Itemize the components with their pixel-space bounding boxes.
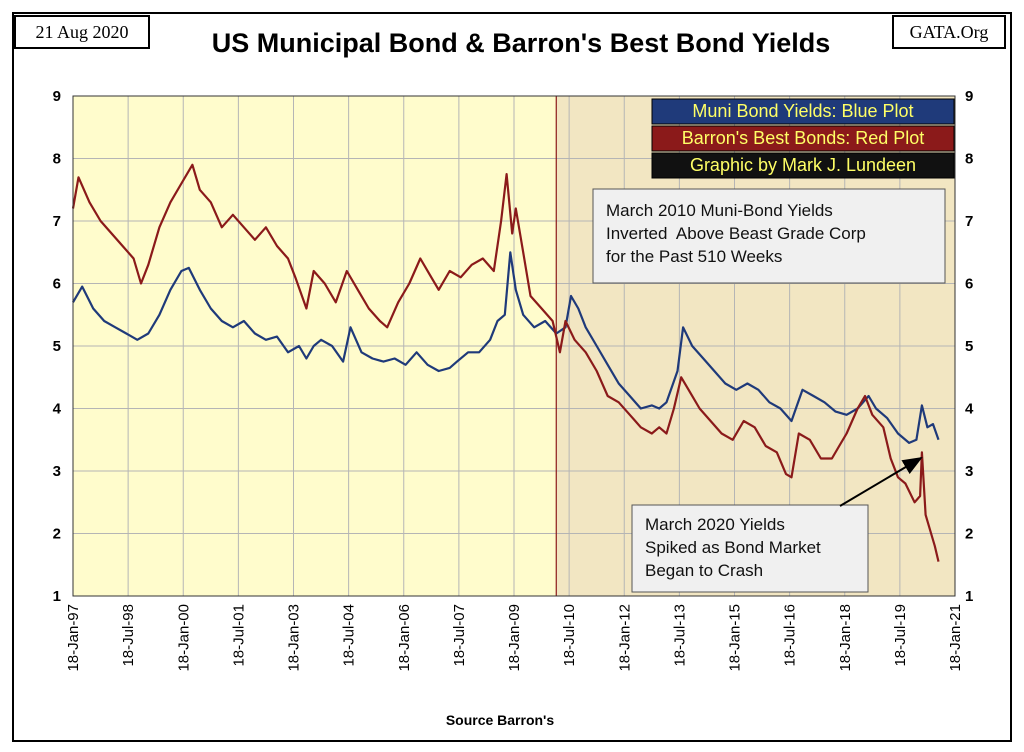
y-tick-label-left: 6 <box>53 276 61 293</box>
crash-note-line-1: March 2020 Yields <box>645 515 785 534</box>
legend-label-1: Muni Bond Yields: Blue Plot <box>692 101 913 121</box>
x-tick-label: 18-Jan-06 <box>396 604 413 672</box>
plot-border <box>72 95 956 597</box>
x-tick-label: 18-Jan-12 <box>616 604 633 672</box>
y-tick-label-left: 3 <box>53 463 61 480</box>
inversion-note-box <box>592 188 946 284</box>
x-axis-label: Source Barron's <box>445 712 555 728</box>
crash-note-line-3: Began to Crash <box>645 561 763 580</box>
y-tick-label-left: 9 <box>53 88 61 105</box>
y-tick-label-right: 1 <box>965 588 973 605</box>
x-tick-label: 18-Jul-07 <box>451 604 468 667</box>
y-tick-label-left: 7 <box>53 213 61 230</box>
x-tick-label: 18-Jan-18 <box>837 604 854 672</box>
legend-label-2: Barron's Best Bonds: Red Plot <box>682 128 925 148</box>
x-tick-label: 18-Jan-09 <box>506 604 523 672</box>
y-tick-label-left: 2 <box>53 526 61 543</box>
legend-label-3: Graphic by Mark J. Lundeen <box>690 155 916 175</box>
y-tick-label-right: 3 <box>965 463 973 480</box>
y-tick-label-right: 7 <box>965 213 973 230</box>
y-tick-label-left: 5 <box>53 338 61 355</box>
source-site-box: GATA.Org <box>892 15 1006 49</box>
x-tick-label: 18-Jul-13 <box>671 604 688 667</box>
legend-entry-3 <box>651 152 955 179</box>
crash-note-line-2: Spiked as Bond Market <box>645 538 821 557</box>
y-tick-label-right: 8 <box>965 151 973 168</box>
crash-arrow <box>839 456 923 507</box>
x-tick-label: 18-Jul-98 <box>120 604 137 667</box>
inversion-note-line-3: for the Past 510 Weeks <box>606 247 782 266</box>
barrons-yield-line <box>71 163 940 562</box>
inversion-note-line-1: March 2010 Muni-Bond Yields <box>606 201 833 220</box>
y-tick-label-left: 1 <box>53 588 61 605</box>
x-tick-label: 18-Jul-16 <box>782 604 799 667</box>
x-tick-label: 18-Jul-01 <box>230 604 247 667</box>
x-tick-label: 18-Jul-10 <box>561 604 578 667</box>
legend-entry-1 <box>651 98 955 125</box>
y-tick-label-right: 5 <box>965 338 973 355</box>
y-tick-label-right: 6 <box>965 276 973 293</box>
x-tick-label: 18-Jan-00 <box>175 604 192 672</box>
x-tick-label: 18-Jan-97 <box>65 604 82 672</box>
y-tick-label-right: 4 <box>965 401 974 418</box>
muni-yield-line <box>72 251 940 444</box>
x-tick-label: 18-Jan-03 <box>286 604 303 672</box>
x-tick-label: 18-Jul-19 <box>892 604 909 667</box>
y-tick-label-right: 2 <box>965 526 973 543</box>
legend-entry-2 <box>651 125 955 152</box>
y-tick-label-left: 4 <box>53 401 62 418</box>
crash-note-box <box>631 504 869 593</box>
x-tick-label: 18-Jan-21 <box>947 604 964 672</box>
y-tick-label-left: 8 <box>53 151 61 168</box>
chart-title: US Municipal Bond & Barron's Best Bond Y… <box>211 28 831 58</box>
x-tick-label: 18-Jan-15 <box>727 604 744 672</box>
x-tick-label: 18-Jul-04 <box>341 604 358 667</box>
inversion-note-line-2: Inverted Above Beast Grade Corp <box>606 224 866 243</box>
y-tick-label-right: 9 <box>965 88 973 105</box>
date-box: 21 Aug 2020 <box>14 15 150 49</box>
